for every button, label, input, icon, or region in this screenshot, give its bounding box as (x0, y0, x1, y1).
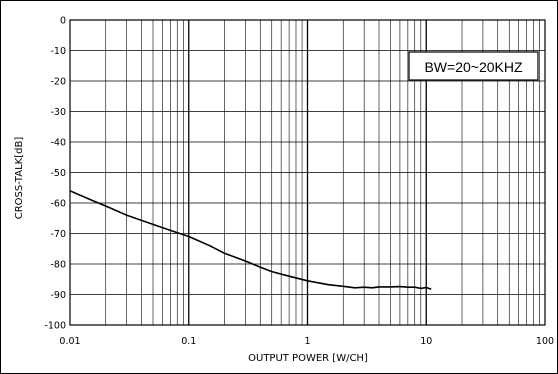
series-layer (69, 190, 432, 291)
y-tick-labels: 0 -10 -20 -30 -40 -50 -60 -70 -80 -90 -100 (44, 16, 66, 332)
y-tick-label: -50 (50, 168, 66, 179)
y-tick-label: -70 (50, 229, 66, 240)
y-tick-label: -80 (50, 260, 66, 271)
grid (70, 20, 545, 325)
y-tick-label: -90 (50, 290, 66, 301)
x-tick-label: 0.1 (181, 336, 196, 347)
y-tick-label: -30 (50, 107, 66, 118)
x-tick-labels: 0.01 0.1 1 10 100 (59, 336, 554, 347)
x-tick-label: 0.01 (59, 336, 80, 347)
x-tick-label: 100 (536, 336, 554, 347)
annotation-border (408, 51, 539, 81)
annotation-text: BW=20~20KHZ (424, 59, 522, 75)
y-tick-label: -20 (50, 77, 66, 88)
y-tick-label: -100 (44, 321, 66, 332)
plot-area (69, 19, 546, 326)
crosstalk-series-line (69, 190, 432, 291)
x-tick-label: 1 (304, 336, 310, 347)
annotation-box: BW=20~20KHZ (408, 51, 539, 81)
x-axis-label: OUTPUT POWER [W/CH] (248, 353, 368, 364)
y-tick-label: -40 (50, 138, 66, 149)
y-tick-label: -10 (50, 46, 66, 57)
y-tick-label: -60 (50, 199, 66, 210)
x-tick-label: 10 (420, 336, 432, 347)
y-axis-label: CROSS-TALK[dB] (14, 137, 25, 220)
y-tick-label: 0 (60, 16, 66, 27)
